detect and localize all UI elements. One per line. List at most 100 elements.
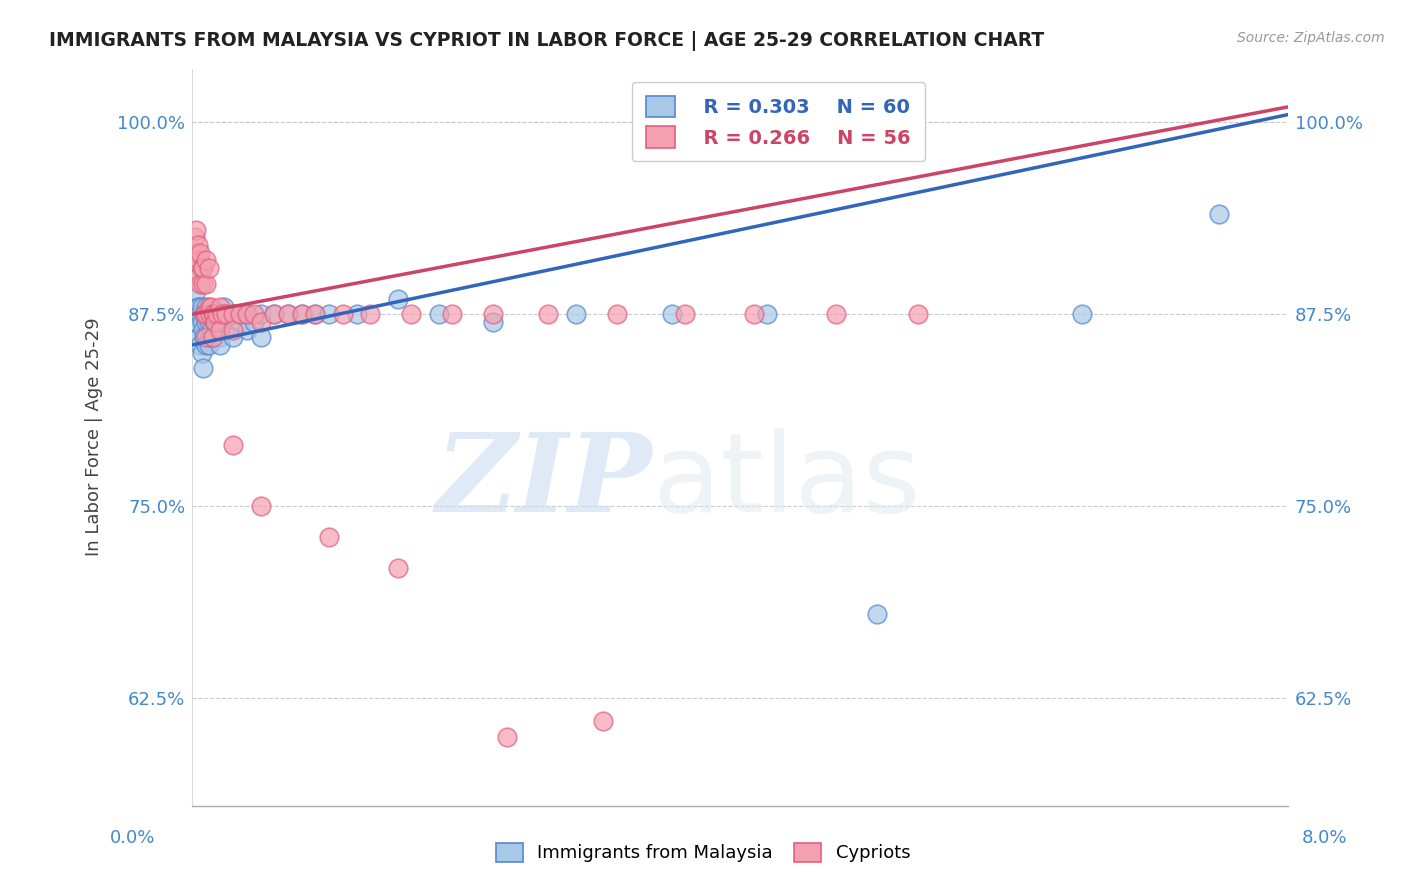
Point (191, 361, 214, 376)
Point (201, 307, 224, 321)
Point (212, 300, 235, 314)
Point (236, 307, 259, 321)
Point (186, 245, 208, 260)
Point (202, 307, 225, 321)
Point (441, 307, 464, 321)
Point (742, 307, 765, 321)
Text: ZIP: ZIP (436, 427, 652, 535)
Point (187, 238, 209, 252)
Point (188, 307, 211, 321)
Text: 0.0%: 0.0% (110, 829, 155, 847)
Point (482, 315, 505, 329)
Point (277, 307, 299, 321)
Point (1208, 207, 1230, 221)
Point (222, 438, 245, 452)
Point (198, 307, 221, 321)
Point (236, 322, 259, 336)
Point (191, 277, 214, 291)
Point (242, 307, 264, 321)
Point (1071, 307, 1094, 321)
Text: atlas: atlas (652, 428, 921, 535)
Point (186, 315, 208, 329)
Point (304, 307, 326, 321)
Point (291, 307, 314, 321)
Point (387, 560, 409, 574)
Point (427, 307, 450, 321)
Point (194, 338, 217, 352)
Point (197, 315, 219, 329)
Point (277, 307, 299, 321)
Point (537, 307, 560, 321)
Point (188, 268, 211, 283)
Point (825, 307, 848, 321)
Point (198, 307, 221, 321)
Point (200, 300, 222, 314)
Point (263, 307, 285, 321)
Point (332, 307, 354, 321)
Point (222, 330, 245, 344)
Point (197, 261, 219, 276)
Point (564, 307, 586, 321)
Point (186, 284, 208, 298)
Point (200, 322, 222, 336)
Point (208, 307, 231, 321)
Point (592, 714, 614, 728)
Legend:   R = 0.303    N = 60,   R = 0.266    N = 56: R = 0.303 N = 60, R = 0.266 N = 56 (633, 82, 925, 161)
Point (191, 322, 214, 336)
Point (318, 530, 340, 544)
Point (249, 307, 271, 321)
Point (194, 307, 217, 321)
Point (291, 307, 314, 321)
Point (194, 330, 217, 344)
Point (188, 268, 211, 283)
Point (194, 277, 217, 291)
Point (318, 307, 340, 321)
Text: Source: ZipAtlas.com: Source: ZipAtlas.com (1237, 31, 1385, 45)
Point (236, 307, 259, 321)
Point (197, 300, 219, 314)
Point (208, 330, 231, 344)
Point (482, 307, 505, 321)
Point (188, 300, 211, 314)
Point (229, 315, 252, 329)
Point (188, 277, 211, 291)
Point (211, 315, 233, 329)
Point (194, 253, 217, 268)
Y-axis label: In Labor Force | Age 25-29: In Labor Force | Age 25-29 (86, 318, 103, 557)
Point (229, 307, 252, 321)
Text: 8.0%: 8.0% (1302, 829, 1347, 847)
Point (193, 307, 215, 321)
Point (201, 307, 224, 321)
Point (194, 307, 217, 321)
Point (225, 307, 247, 321)
Point (496, 730, 519, 744)
Point (202, 315, 225, 329)
Point (193, 307, 215, 321)
Point (188, 253, 211, 268)
Legend: Immigrants from Malaysia, Cypriots: Immigrants from Malaysia, Cypriots (488, 836, 918, 870)
Point (188, 245, 211, 260)
Point (208, 300, 231, 314)
Point (208, 322, 231, 336)
Point (194, 300, 217, 314)
Point (249, 315, 271, 329)
Point (215, 307, 238, 321)
Point (222, 307, 245, 321)
Point (198, 330, 221, 344)
Point (184, 230, 207, 244)
Point (249, 499, 271, 513)
Point (211, 307, 233, 321)
Point (190, 315, 212, 329)
Point (673, 307, 696, 321)
Point (208, 338, 231, 352)
Point (190, 345, 212, 359)
Point (359, 307, 381, 321)
Point (661, 307, 683, 321)
Point (201, 330, 224, 344)
Point (186, 223, 208, 237)
Point (205, 307, 228, 321)
Point (346, 307, 368, 321)
Point (184, 307, 207, 321)
Point (242, 315, 264, 329)
Point (304, 307, 326, 321)
